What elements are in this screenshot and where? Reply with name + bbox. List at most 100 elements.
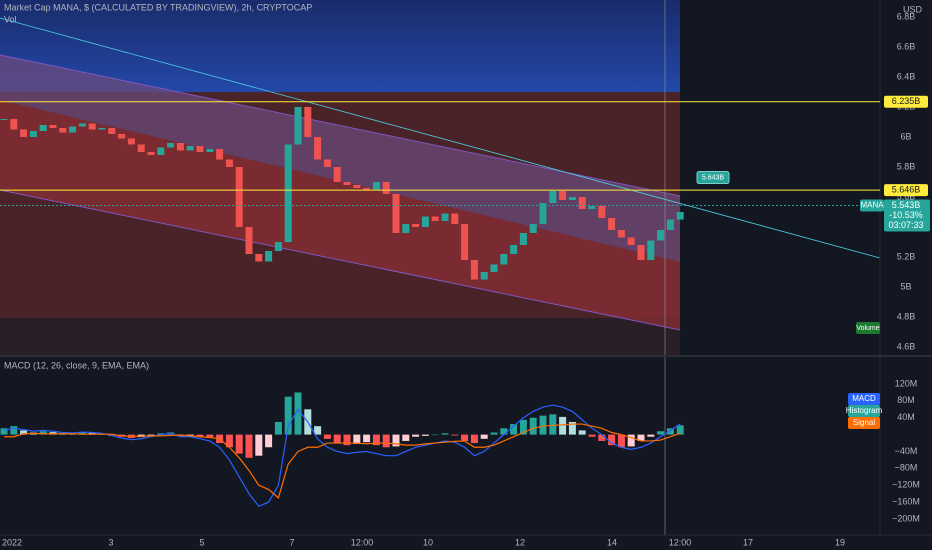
y-tick-label: −160M [892, 496, 920, 506]
legend-tag [848, 405, 880, 417]
histogram-bar [559, 416, 567, 435]
candle [617, 230, 625, 238]
histogram-bar [323, 434, 331, 439]
countdown: 03:07:33 [888, 220, 923, 230]
histogram-bar [647, 434, 655, 437]
volume-tag-label: Volume [856, 325, 879, 332]
histogram-bar [186, 434, 194, 436]
y-tick-label: 80M [897, 395, 915, 405]
candle [314, 136, 322, 160]
y-tick-label: 5.8B [897, 161, 916, 171]
legend-label: MACD [852, 394, 876, 403]
histogram-bar [608, 434, 616, 446]
histogram-bar [0, 428, 8, 435]
candle [588, 206, 596, 210]
candle [451, 213, 459, 225]
histogram-bar [353, 434, 361, 444]
candle [549, 191, 557, 204]
blue-zone [0, 0, 680, 92]
candle [274, 242, 282, 252]
candle [147, 151, 155, 155]
candle [529, 224, 537, 234]
histogram-bar [372, 434, 380, 446]
x-tick-label: 10 [423, 537, 433, 547]
price-tag [884, 95, 928, 108]
histogram-bar [382, 434, 390, 448]
y-tick-label: 5.6B [897, 191, 916, 201]
histogram-bar [206, 434, 214, 438]
candle [88, 123, 96, 130]
histogram-bar [519, 419, 527, 435]
candle [568, 197, 576, 201]
histogram-bar [441, 433, 449, 435]
candle [245, 227, 253, 255]
y-tick-label: 40M [897, 412, 915, 422]
y-tick-label: 6.6B [897, 41, 916, 51]
candle [441, 213, 449, 222]
candle [647, 240, 655, 261]
legend-label: Histogram [846, 406, 883, 415]
candle [108, 127, 116, 134]
callout-label: 5.643B [702, 174, 725, 181]
channel-line [0, 189, 681, 331]
histogram-bar [363, 434, 371, 443]
candle [167, 142, 175, 148]
y-tick-label: 4.6B [897, 341, 916, 351]
histogram-bar [480, 434, 488, 439]
current-price: 5.543B [892, 200, 921, 210]
candle [323, 159, 331, 167]
histogram-bar [255, 434, 263, 456]
histogram-bar [245, 434, 253, 458]
upper-channel [0, 55, 680, 262]
symbol-tag [860, 199, 884, 212]
x-tick-label: 14 [607, 537, 617, 547]
candle [216, 148, 224, 160]
candle [402, 224, 410, 234]
y-tick-label: 6.8B [897, 11, 916, 21]
current-price-tag [884, 199, 930, 232]
y-tick-label: 4.8B [897, 311, 916, 321]
histogram-bar [333, 434, 341, 444]
candle [372, 182, 380, 190]
histogram-bar [549, 414, 557, 435]
callout-box [696, 171, 730, 185]
macd-line [3, 404, 681, 508]
candle [255, 254, 263, 262]
volume-indicator: Vol [4, 14, 17, 24]
histogram-bar [657, 431, 665, 435]
candle [196, 145, 204, 152]
y-tick-label: 5B [900, 281, 911, 291]
candle [412, 224, 420, 228]
histogram-bar [617, 434, 625, 448]
histogram-bar [666, 428, 674, 435]
legend-tag [848, 417, 880, 429]
candle [539, 203, 547, 225]
currency: USD [903, 4, 923, 14]
candle [657, 230, 665, 241]
y-tick-label: −200M [892, 513, 920, 523]
histogram-bar [196, 434, 204, 437]
histogram-bar [627, 434, 635, 447]
lower-channel [0, 100, 680, 330]
candle [627, 237, 635, 246]
candle [461, 224, 469, 261]
candle [118, 133, 126, 139]
candle [186, 145, 194, 151]
candle [559, 191, 567, 201]
histogram-bar [10, 426, 18, 435]
histogram-bar [500, 428, 508, 435]
histogram-bar [235, 434, 243, 454]
candle [421, 216, 429, 228]
histogram-bar [20, 430, 28, 435]
x-tick-label: 3 [108, 537, 113, 547]
candle [137, 144, 145, 152]
histogram-bar [490, 432, 498, 435]
candle [176, 142, 184, 151]
histogram-bar [510, 424, 518, 435]
histogram-bar [343, 434, 351, 446]
y-tick-label: −80M [895, 463, 918, 473]
x-tick-label: 17 [743, 537, 753, 547]
histogram-bar [412, 434, 420, 437]
y-tick-label: −120M [892, 480, 920, 490]
